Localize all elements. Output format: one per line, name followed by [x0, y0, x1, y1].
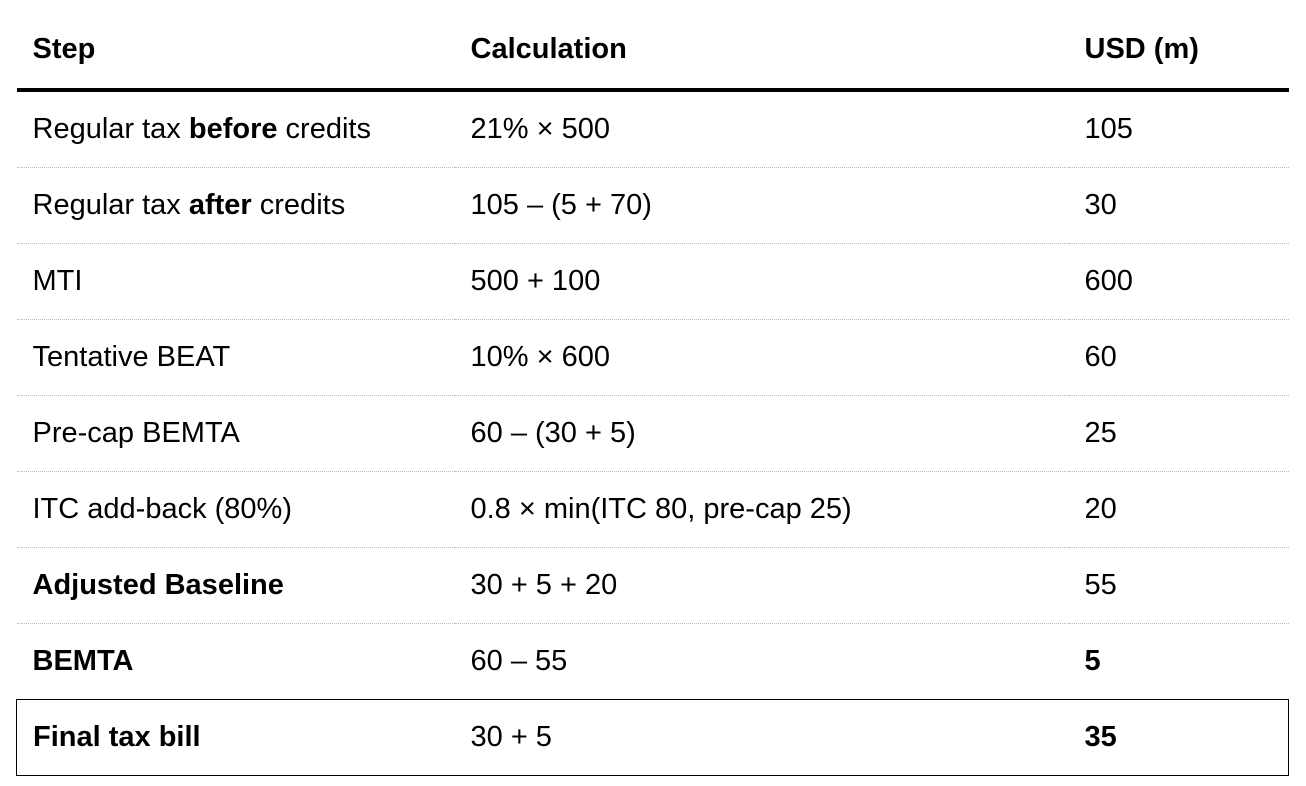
- calculation-cell: 0.8 × min(ITC 80, pre-cap 25): [454, 471, 1069, 548]
- table-body: Regular tax before credits 21% × 500 105…: [16, 90, 1289, 776]
- usd-cell: 55: [1068, 547, 1289, 624]
- calculation-cell: 21% × 500: [454, 90, 1069, 168]
- table-row: MTI 500 + 100 600: [16, 243, 1289, 320]
- calculation-cell: 60 – (30 + 5): [454, 395, 1069, 472]
- step-cell: Regular tax after credits: [16, 167, 455, 244]
- step-emphasis: after: [188, 189, 252, 221]
- step-text: credits: [277, 113, 371, 145]
- usd-cell: 30: [1068, 167, 1289, 244]
- step-cell: Tentative BEAT: [16, 319, 455, 396]
- usd-cell: 35: [1068, 699, 1289, 776]
- column-header-usd: USD (m): [1068, 10, 1289, 92]
- tax-calculation-table: Step Calculation USD (m) Regular tax bef…: [16, 10, 1289, 776]
- final-total-row: Final tax bill 30 + 5 35: [16, 699, 1289, 776]
- column-header-calculation: Calculation: [454, 10, 1069, 92]
- table-row: ITC add-back (80%) 0.8 × min(ITC 80, pre…: [16, 471, 1289, 548]
- step-cell: Pre-cap BEMTA: [16, 395, 455, 472]
- table-row: Regular tax after credits 105 – (5 + 70)…: [16, 167, 1289, 244]
- calculation-cell: 60 – 55: [454, 623, 1069, 700]
- step-cell: Regular tax before credits: [16, 90, 455, 168]
- usd-cell: 5: [1068, 623, 1289, 700]
- calculation-cell: 30 + 5 + 20: [454, 547, 1069, 624]
- tax-calculation-table-container: Step Calculation USD (m) Regular tax bef…: [16, 10, 1289, 776]
- step-text: Regular tax: [32, 113, 189, 145]
- calculation-cell: 30 + 5: [454, 699, 1069, 776]
- table-row: Tentative BEAT 10% × 600 60: [16, 319, 1289, 396]
- usd-cell: 60: [1068, 319, 1289, 396]
- header-row: Step Calculation USD (m): [16, 10, 1289, 92]
- step-cell: BEMTA: [16, 623, 455, 700]
- table-row: Pre-cap BEMTA 60 – (30 + 5) 25: [16, 395, 1289, 472]
- column-header-step: Step: [16, 10, 455, 92]
- usd-cell: 105: [1068, 90, 1289, 168]
- step-cell: Final tax bill: [16, 699, 455, 776]
- step-cell: ITC add-back (80%): [16, 471, 455, 548]
- step-text: credits: [251, 189, 346, 221]
- calculation-cell: 10% × 600: [454, 319, 1069, 396]
- usd-cell: 600: [1068, 243, 1289, 320]
- calculation-cell: 500 + 100: [454, 243, 1069, 320]
- usd-cell: 25: [1068, 395, 1289, 472]
- table-row: BEMTA 60 – 55 5: [16, 623, 1289, 700]
- step-emphasis: before: [188, 113, 278, 145]
- table-row: Adjusted Baseline 30 + 5 + 20 55: [16, 547, 1289, 624]
- table-header: Step Calculation USD (m): [16, 10, 1289, 92]
- table-row: Regular tax before credits 21% × 500 105: [16, 90, 1289, 168]
- step-cell: Adjusted Baseline: [16, 547, 455, 624]
- step-text: Regular tax: [32, 189, 189, 221]
- calculation-cell: 105 – (5 + 70): [454, 167, 1069, 244]
- usd-cell: 20: [1068, 471, 1289, 548]
- step-cell: MTI: [16, 243, 455, 320]
